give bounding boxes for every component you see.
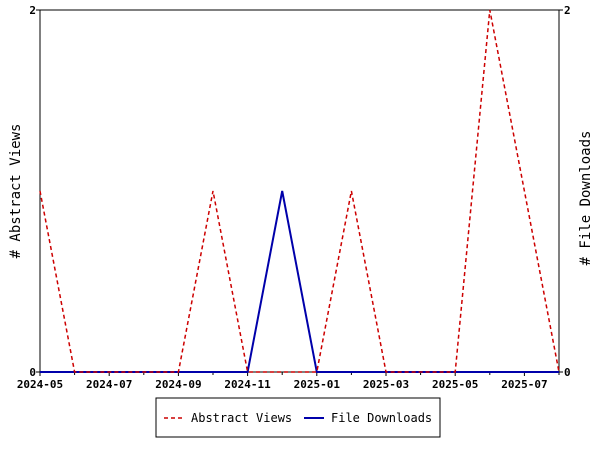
legend-label-abstract-views: Abstract Views	[191, 411, 292, 425]
x-tick-label: 2024-07	[86, 378, 132, 391]
y-tick-label-right: 0	[564, 366, 571, 379]
y-axis-title-left: # Abstract Views	[8, 124, 24, 259]
x-tick-label: 2025-01	[294, 378, 341, 391]
y-tick-label-left: 0	[29, 366, 36, 379]
x-tick-label: 2024-05	[17, 378, 63, 391]
x-tick-label: 2025-07	[501, 378, 547, 391]
x-tick-label: 2024-11	[224, 378, 271, 391]
y-tick-label-right: 2	[564, 4, 571, 17]
y-tick-label-left: 2	[29, 4, 36, 17]
series-line-abstract-views	[39, 9, 560, 373]
legend: Abstract Views File Downloads	[155, 397, 441, 438]
y-axis-title-right: # File Downloads	[578, 131, 594, 266]
legend-label-file-downloads: File Downloads	[331, 411, 432, 425]
plot-area	[39, 9, 560, 373]
x-tick-label: 2025-05	[432, 378, 478, 391]
series-line-file-downloads	[40, 190, 559, 373]
x-tick-label: 2024-09	[155, 378, 201, 391]
x-tick-label: 2025-03	[363, 378, 409, 391]
